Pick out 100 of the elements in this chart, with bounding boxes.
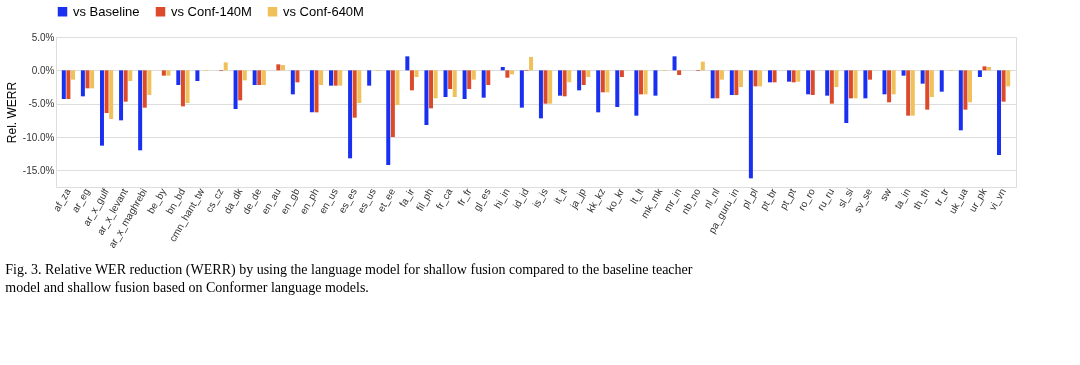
bar <box>548 70 553 104</box>
bar <box>295 70 300 83</box>
bar <box>386 70 391 165</box>
bar <box>753 70 758 87</box>
bar <box>395 70 400 105</box>
y-axis-title: Rel. WERR <box>4 81 19 144</box>
bar <box>448 70 453 89</box>
bar <box>414 70 419 77</box>
bar <box>66 70 71 99</box>
bar <box>958 70 963 131</box>
bar <box>276 64 281 71</box>
bar <box>319 70 324 85</box>
bar <box>280 65 285 71</box>
bar <box>787 70 792 82</box>
bar <box>1001 70 1006 102</box>
bar <box>233 70 238 109</box>
bar <box>863 70 868 99</box>
bar <box>977 70 982 77</box>
bar <box>887 70 892 103</box>
bar <box>195 70 200 81</box>
bar <box>471 70 476 80</box>
bar <box>180 70 185 107</box>
bar <box>429 70 434 109</box>
x-tick-label: sw <box>877 185 894 203</box>
bar <box>338 70 343 86</box>
bar <box>605 70 610 93</box>
bar <box>562 70 567 97</box>
x-tick-label: it_it <box>551 186 570 206</box>
bar <box>868 70 872 80</box>
bar <box>600 70 605 93</box>
bar <box>223 62 228 71</box>
bar <box>634 70 639 116</box>
bar <box>104 70 109 113</box>
bar <box>891 70 896 95</box>
bar <box>486 70 491 85</box>
bar <box>500 67 505 71</box>
bar <box>481 70 486 98</box>
bar <box>848 70 853 99</box>
bar <box>161 70 166 76</box>
bar <box>357 70 362 103</box>
bar <box>85 70 90 89</box>
bar <box>982 66 987 71</box>
bar <box>443 70 448 97</box>
bar <box>825 70 830 96</box>
bar <box>543 70 548 104</box>
bar <box>314 70 319 113</box>
bar <box>834 70 839 87</box>
legend-label: vs Baseline <box>73 3 140 19</box>
bar <box>99 70 104 146</box>
bar <box>643 70 648 95</box>
bar <box>715 70 720 99</box>
x-tick-label: lt_lt <box>627 186 646 206</box>
bar <box>719 70 724 80</box>
bar <box>509 70 514 75</box>
bar <box>806 70 811 95</box>
bar <box>242 70 247 81</box>
bar <box>829 70 834 104</box>
y-tick-label: 0.0% <box>31 64 55 76</box>
bar <box>390 70 395 137</box>
bar <box>748 70 753 179</box>
bar <box>567 70 572 83</box>
bar <box>772 70 777 83</box>
bar <box>901 70 906 76</box>
bar <box>963 70 968 110</box>
bar <box>166 70 171 76</box>
bar <box>987 67 992 71</box>
bar <box>968 70 973 103</box>
bar <box>791 70 796 83</box>
bar <box>348 70 353 159</box>
bar <box>433 70 438 99</box>
bar <box>672 56 677 71</box>
bar <box>529 57 534 71</box>
bar <box>929 70 934 97</box>
y-tick-label: 5.0% <box>31 31 55 43</box>
bar <box>920 70 925 84</box>
bar <box>462 70 467 99</box>
bar <box>677 70 682 75</box>
bar <box>257 70 262 85</box>
bar <box>519 70 524 108</box>
bar <box>1006 70 1011 87</box>
bar <box>119 70 124 121</box>
bar <box>767 70 772 83</box>
bar <box>581 70 586 85</box>
caption: Fig. 3. Relative WER reduction (WERR) by using the language model for shallow fusion compared to the baseline teacher model and shallow fusion based on Conformer language models. <box>5 262 693 296</box>
bar <box>290 70 295 95</box>
legend-label: vs Conf-640M <box>283 3 364 19</box>
y-tick-label: -15.0% <box>22 164 55 176</box>
bar <box>910 70 915 116</box>
bar <box>710 70 715 99</box>
bar <box>329 70 333 86</box>
bar <box>333 70 338 86</box>
bar <box>109 70 114 119</box>
bar <box>653 70 658 96</box>
bar <box>309 70 314 113</box>
bar <box>906 70 911 116</box>
bar <box>853 70 858 99</box>
bar <box>538 70 543 119</box>
bar <box>238 70 243 101</box>
bar <box>90 70 95 89</box>
bar <box>176 70 181 85</box>
